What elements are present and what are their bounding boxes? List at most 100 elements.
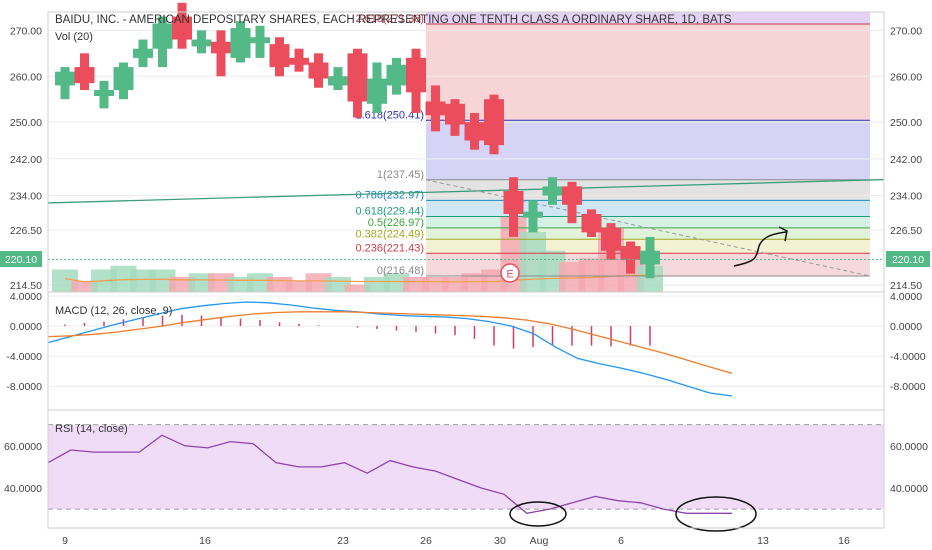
fib-level-label: 0.618(229.44) [356, 206, 425, 218]
plot-frame [47, 11, 885, 529]
candle-body [386, 64, 407, 86]
candle-body [55, 71, 75, 86]
price-tick-left: 242.00 [10, 154, 42, 166]
chart-title: BAIDU, INC. - AMERICAN DEPOSITARY SHARES… [55, 14, 732, 26]
price-tick-right: 260.00 [890, 71, 922, 83]
price-axis-right[interactable]: 270.00 260.00 250.00 242.00 234.00 226.50 214.… [890, 25, 922, 292]
volume-bar [286, 280, 312, 292]
candle-body [113, 67, 134, 91]
fib-level-label: 0(216.48) [377, 265, 424, 277]
candle-body [74, 67, 95, 84]
candle [152, 16, 173, 68]
last-price-labels: 220.10 220.10 [0, 251, 930, 267]
candle [484, 94, 504, 155]
macd-signal-line [47, 311, 733, 375]
candle [542, 177, 563, 205]
candle-body [269, 44, 290, 68]
candle [172, 2, 192, 49]
fib-level-label: 0.382(224.49) [356, 228, 425, 240]
time-tick-label: 16 [199, 535, 211, 547]
candle-body [425, 101, 446, 116]
macd-axis-right[interactable]: 4.0000 0.0000 -4.0000 -8.0000 [890, 291, 926, 393]
fib-level-label: 1(237.45) [377, 169, 424, 181]
candle-body [542, 186, 563, 196]
candle [640, 236, 660, 279]
price-tick-left: 270.00 [10, 25, 42, 37]
macd-line [47, 301, 733, 397]
candle [601, 223, 621, 260]
candle [406, 48, 426, 113]
price-tick-right: 242.00 [890, 154, 922, 166]
volume-ma-line [64, 274, 651, 283]
candle [464, 112, 485, 150]
macd-tick-right: 0.0000 [890, 321, 922, 333]
candle [523, 200, 543, 233]
candle-body [172, 16, 192, 40]
last-price-left: 220.10 [5, 254, 37, 266]
macd-axis-left[interactable]: 4.0000 0.0000 -4.0000 -8.0000 [6, 291, 42, 393]
price-tick-right: 214.50 [890, 280, 922, 292]
candle [191, 30, 212, 54]
candle [425, 85, 446, 132]
price-tick-right: 226.50 [890, 225, 922, 237]
candle-body [250, 37, 270, 44]
candle [562, 181, 582, 224]
macd-tick-right: 4.0000 [890, 291, 922, 303]
rsi-axis-right[interactable]: 60.0000 40.0000 [890, 441, 928, 495]
candle-body [230, 28, 251, 58]
event-marker-letter: E [506, 269, 513, 281]
rsi-line [47, 434, 732, 514]
event-marker[interactable]: E [500, 263, 520, 283]
candle-body [308, 62, 329, 79]
fib-level-label: 0.236(221.43) [356, 242, 425, 254]
fib-zone-0.786 [426, 200, 870, 217]
fib-diagonal [425, 179, 871, 277]
time-tick-label: 26 [420, 535, 432, 547]
rsi-tick-right: 60.0000 [890, 441, 928, 453]
candle [289, 48, 309, 72]
candle [133, 39, 153, 68]
candle [250, 25, 270, 58]
macd-tick-right: -4.0000 [890, 351, 926, 363]
candle [74, 53, 95, 91]
fib-zone-0.618 [426, 216, 870, 228]
candle [347, 48, 368, 118]
rsi-title: RSI (14, close) [55, 423, 128, 435]
price-axis-left[interactable]: 270.00 260.00 250.00 242.00 234.00 226.50 214.… [10, 25, 42, 292]
candle-body [133, 48, 153, 58]
rsi-axis-left[interactable]: 60.0000 40.0000 [4, 441, 42, 495]
candle [386, 57, 407, 95]
candle [269, 37, 290, 77]
fib-level-label: 0.5(226.97) [368, 217, 424, 229]
event-marker-circle[interactable] [500, 263, 520, 283]
candle-body [484, 99, 504, 146]
fib-lines: 2.618(271.38)1.618(250.41)1(237.45)0.786… [356, 13, 870, 277]
candle [55, 67, 75, 100]
drawn-circle-annotation-1 [509, 501, 567, 527]
macd-tick-left: -4.0000 [6, 351, 42, 363]
candle-body [445, 103, 465, 125]
candle [328, 67, 348, 91]
fib-level-label: 2.618(271.38) [356, 13, 425, 25]
last-price-badge-left [0, 251, 42, 267]
candle [503, 177, 524, 237]
macd-grid [48, 295, 884, 387]
candle [94, 80, 114, 109]
candle [230, 21, 251, 63]
candle-body [601, 227, 621, 251]
candle-body [581, 213, 602, 233]
candle-body [523, 211, 543, 218]
candle-body [562, 186, 582, 205]
time-tick-label: 6 [618, 535, 624, 547]
rsi-tick-left: 60.0000 [4, 441, 42, 453]
last-price-right: 220.10 [892, 254, 924, 266]
time-tick-label: Aug [530, 535, 549, 547]
last-price-badge-right [886, 251, 930, 267]
candle [211, 30, 231, 77]
time-axis[interactable]: 9 16 23 26 30 Aug 6 13 16 [62, 535, 850, 547]
time-tick-label: 9 [62, 535, 68, 547]
fib-zone-0.5 [426, 227, 870, 240]
time-tick-label: 16 [838, 535, 850, 547]
price-tick-left: 250.00 [10, 117, 42, 129]
candles [55, 2, 660, 279]
